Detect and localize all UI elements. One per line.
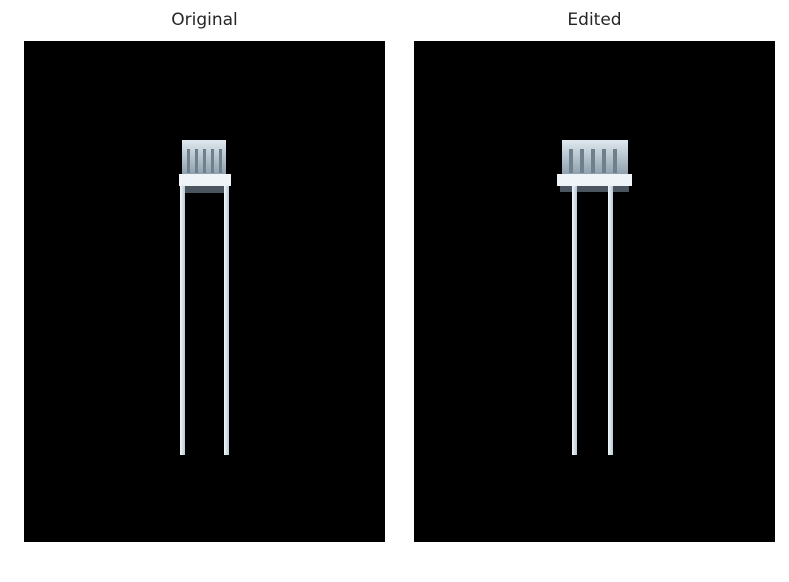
original-chair-render <box>179 140 231 455</box>
original-panel-title: Original <box>171 10 238 30</box>
edited-image-panel <box>414 41 775 542</box>
chair-seat <box>557 174 632 186</box>
edited-panel-title: Edited <box>567 10 622 30</box>
edited-chair-render <box>557 140 632 455</box>
edited-chair <box>557 140 632 455</box>
chair-leg-right <box>608 186 613 455</box>
chair-leg-right <box>224 186 229 455</box>
chair-leg-left <box>180 186 185 455</box>
original-image-panel <box>24 41 385 542</box>
chair-seat <box>179 174 231 186</box>
chair-leg-left <box>572 186 577 455</box>
original-chair <box>179 140 231 455</box>
